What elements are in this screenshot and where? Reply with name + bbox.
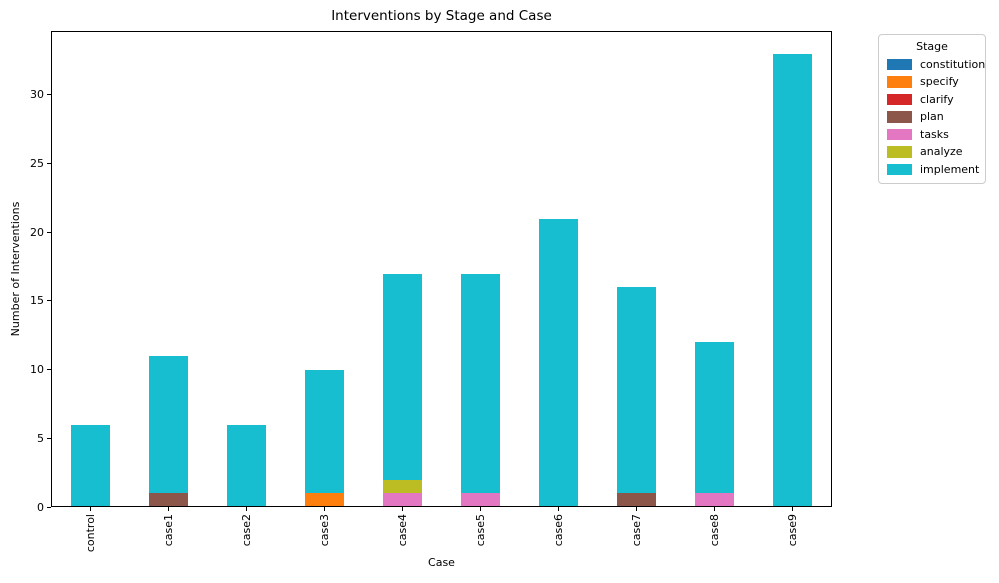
legend-item-analyze: analyze <box>885 146 979 158</box>
y-tick-label: 5 <box>37 431 44 445</box>
x-tick-mark <box>323 507 325 511</box>
x-tick-label: case1 <box>161 514 175 547</box>
bar-segment-case4-analyze <box>382 479 422 494</box>
x-tick-mark <box>401 507 403 511</box>
y-tick-mark <box>47 231 51 233</box>
legend-label-clarify: clarify <box>920 92 954 106</box>
bar-segment-case8-tasks <box>695 493 735 507</box>
y-tick-label: 10 <box>30 363 44 377</box>
legend-swatch-constitution <box>887 58 912 71</box>
x-tick-mark <box>167 507 169 511</box>
x-tick-label: case5 <box>474 514 487 547</box>
y-tick-mark <box>47 437 51 439</box>
legend-swatch-analyze <box>887 146 912 158</box>
x-tick-mark <box>558 507 560 511</box>
y-tick-label: 15 <box>30 294 44 308</box>
legend-label-tasks: tasks <box>920 127 949 141</box>
legend-title: Stage <box>916 40 948 53</box>
legend-swatch-plan <box>887 111 912 123</box>
legend-label-analyze: analyze <box>920 145 963 158</box>
legend-label-specify: specify <box>920 75 959 88</box>
legend-item-implement: implement <box>885 162 980 176</box>
x-tick-label: case4 <box>395 514 409 547</box>
legend-item-specify: specify <box>885 76 979 88</box>
y-tick-label: 25 <box>30 157 44 171</box>
y-axis-label: Number of Interventions <box>9 201 22 337</box>
bar-segment-case9-implement <box>773 53 813 507</box>
legend-items: constitution specify clarify plan tasks analy… <box>885 58 985 176</box>
x-tick-label: case7 <box>630 514 644 547</box>
legend-swatch-implement <box>887 163 912 176</box>
bar-segment-case8-implement <box>695 342 735 494</box>
x-tick-label: control <box>83 514 97 553</box>
legend-item-clarify: clarify <box>885 92 979 106</box>
x-tick-label: case6 <box>552 514 566 547</box>
chart-title: Interventions by Stage and Case <box>331 8 552 24</box>
legend-label-implement: implement <box>920 162 980 176</box>
y-tick-label: 20 <box>30 225 44 239</box>
x-tick-mark <box>480 507 481 511</box>
bar-segment-case5-tasks <box>461 493 500 507</box>
y-tick-mark <box>47 369 51 371</box>
x-tick-mark <box>792 507 794 511</box>
x-tick-mark <box>636 507 638 511</box>
bar-segment-case1-plan <box>148 493 188 507</box>
legend-item-plan: plan <box>885 111 979 123</box>
y-tick-mark <box>47 163 51 165</box>
bar-segment-case1-implement <box>148 355 188 494</box>
bar-segment-case4-tasks <box>382 493 422 507</box>
legend-swatch-clarify <box>887 93 912 106</box>
x-tick-mark <box>714 507 716 511</box>
legend-item-constitution: constitution <box>885 58 985 71</box>
legend-label-plan: plan <box>920 110 944 123</box>
x-tick-label: case8 <box>708 514 722 547</box>
bar-segment-control-implement <box>70 424 110 507</box>
x-tick-label: case3 <box>317 514 331 547</box>
bar-segment-case5-implement <box>461 273 500 494</box>
legend-swatch-specify <box>887 76 912 88</box>
y-tick-mark <box>47 506 51 508</box>
x-tick-label: case2 <box>239 514 253 547</box>
y-tick-label: 0 <box>37 500 44 514</box>
x-tick-label: case9 <box>786 514 800 547</box>
legend-item-tasks: tasks <box>885 127 979 141</box>
bar-segment-case7-implement <box>617 287 657 494</box>
bar-segment-case3-specify <box>304 493 344 507</box>
bar-segment-case4-implement <box>382 273 422 480</box>
y-tick-label: 30 <box>30 88 44 102</box>
legend: Stage constitution specify clarify plan task… <box>878 34 986 184</box>
x-tick-mark <box>245 507 247 511</box>
legend-label-constitution: constitution <box>920 57 986 71</box>
y-tick-mark <box>47 94 51 96</box>
bar-segment-case3-implement <box>304 369 344 494</box>
x-axis-label: Case <box>428 556 455 569</box>
legend-swatch-tasks <box>887 128 912 141</box>
bar-segment-case2-implement <box>226 424 266 507</box>
bar-segment-case6-implement <box>539 218 579 507</box>
y-tick-mark <box>47 300 51 302</box>
x-tick-mark <box>89 507 91 511</box>
bar-segment-case7-plan <box>617 493 657 507</box>
